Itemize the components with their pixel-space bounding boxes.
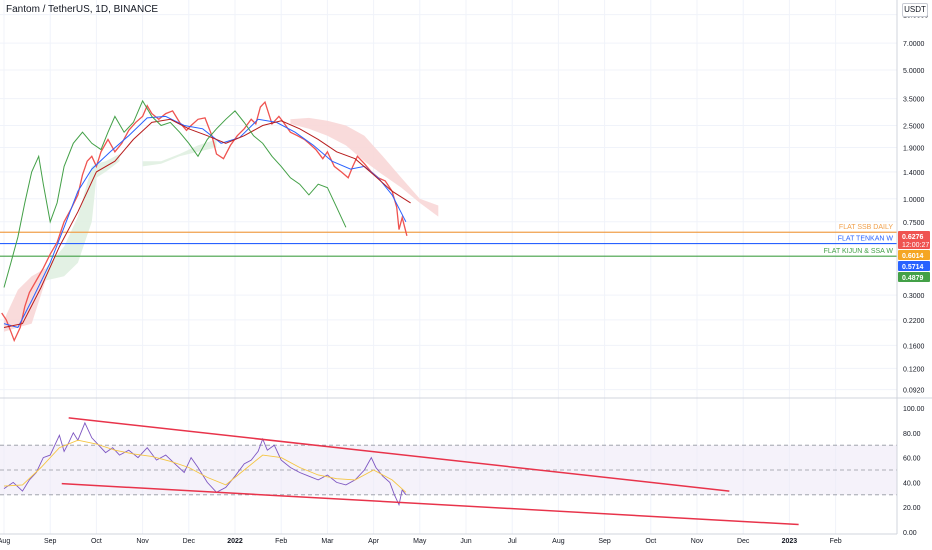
price-tick-label: 0.2200 (903, 318, 925, 325)
bull-cloud-2 (142, 139, 217, 167)
rsi-trendline (61, 482, 799, 526)
level-label: FLAT SSB DAILY (839, 224, 893, 231)
time-tick-label: 2022 (227, 538, 243, 545)
time-tick-label: Apr (368, 538, 380, 545)
chart-title: Fantom / TetherUS, 1D, BINANCE (6, 4, 159, 15)
time-tick-label: Oct (91, 538, 102, 545)
level-label: FLAT TENKAN W (838, 236, 894, 243)
price-tick-label: 0.1200 (903, 366, 925, 373)
price-tick-label: 7.0000 (903, 41, 925, 48)
bear-cloud-1 (4, 268, 46, 332)
time-tick-label: Jun (460, 538, 471, 545)
price-tick-label: 0.0920 (903, 388, 925, 395)
price-tick-label: 0.7500 (903, 220, 925, 227)
time-tick-label: Jul (508, 538, 517, 545)
price-tick-label: 5.0000 (903, 68, 925, 75)
price-tag-value: 0.6276 (902, 234, 924, 241)
price-tick-label: 1.9000 (903, 145, 925, 152)
time-tick-label: Nov (136, 538, 149, 545)
price-tag-value: 0.5714 (902, 264, 924, 271)
time-tick-label: Aug (552, 538, 565, 545)
series-line-rsi-ma (3, 439, 407, 493)
rsi-tick-label: 100.00 (903, 406, 925, 413)
price-tag (898, 231, 930, 250)
rsi-tick-label: 0.00 (903, 530, 917, 537)
price-tag-countdown: 12:00:27 (902, 242, 929, 249)
time-tick-label: Feb (275, 538, 287, 545)
price-tick-label: 1.4000 (903, 170, 925, 177)
bull-cloud-1 (45, 154, 120, 281)
time-tick-label: Oct (645, 538, 656, 545)
currency-unit-button[interactable]: USDT (902, 3, 928, 17)
rsi-tick-label: 80.00 (903, 431, 921, 438)
series-line-tenkan (3, 115, 407, 329)
time-tick-label: Nov (691, 538, 704, 545)
time-tick-label: Sep (598, 538, 611, 545)
price-tick-label: 2.5000 (903, 123, 925, 130)
time-tick-label: Dec (183, 538, 196, 545)
price-tag-value: 0.6014 (902, 253, 924, 260)
rsi-tick-label: 40.00 (903, 480, 921, 487)
price-tick-label: 0.3000 (903, 293, 925, 300)
price-tag-value: 0.4879 (902, 275, 924, 282)
price-tag (898, 272, 930, 283)
price-tag (898, 261, 930, 272)
time-tick-label: Mar (321, 538, 334, 545)
series-line-price (1, 100, 408, 343)
price-tag (898, 250, 930, 261)
rsi-trendline (68, 417, 730, 492)
price-tick-label: 1.0000 (903, 197, 925, 204)
time-tick-label: Feb (830, 538, 842, 545)
time-tick-label: Aug (0, 538, 10, 545)
time-tick-label: Sep (44, 538, 57, 545)
price-tick-label: 3.5000 (903, 97, 925, 104)
series-line-kijun (3, 118, 411, 328)
time-tick-label: May (413, 538, 427, 545)
rsi-tick-label: 60.00 (903, 456, 921, 463)
price-tick-label: 0.1600 (903, 343, 925, 350)
time-tick-label: 2023 (782, 538, 798, 545)
bear-cloud-2 (290, 117, 439, 217)
series-line-lagging (3, 99, 347, 288)
rsi-tick-label: 20.00 (903, 505, 921, 512)
time-tick-label: Dec (737, 538, 750, 545)
level-label: FLAT KIJUN & SSA W (824, 248, 894, 255)
